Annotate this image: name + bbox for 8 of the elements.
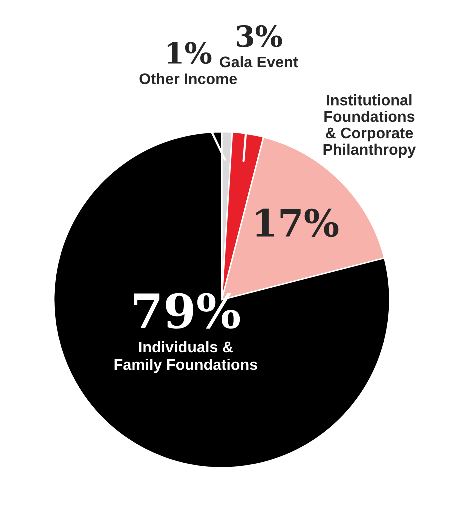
data-label: 1% — [168, 42, 212, 64]
data-label: 17% — [256, 208, 339, 238]
slice-label: Individuals & Family Foundations — [114, 341, 258, 374]
slice-label: Other Income — [140, 73, 238, 84]
slice-label: Gala Event — [220, 56, 298, 68]
slice-label: Institutional Foundations & Corporate Philanthropy — [324, 94, 416, 158]
data-label: 79% — [134, 293, 240, 329]
data-label: 3% — [236, 25, 282, 48]
